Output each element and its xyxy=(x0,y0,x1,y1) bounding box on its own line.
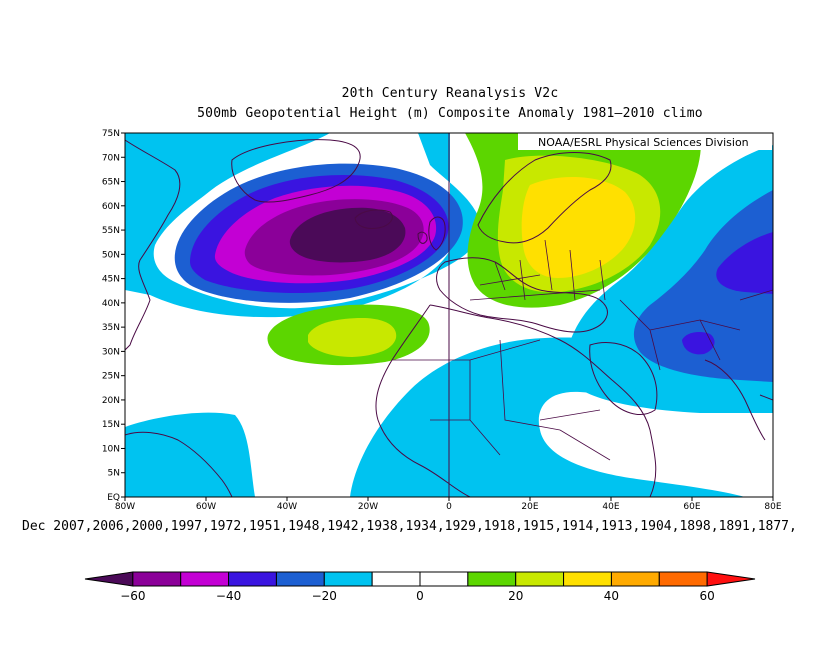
chart-subtitle: 500mb Geopotential Height (m) Composite … xyxy=(197,106,703,121)
colorbar-swatch xyxy=(275,571,325,587)
africa-coast xyxy=(375,304,657,497)
longitude-axis: 80W 60W 40W 20W 0 20E 40E 60E 80E xyxy=(115,497,782,512)
lat-tick-label: 45N xyxy=(102,275,120,285)
contour-plus-30 xyxy=(521,176,636,278)
south-america-coast xyxy=(125,431,233,497)
coastlines xyxy=(125,139,773,497)
border-lines-africa xyxy=(392,339,611,461)
lon-tick-label: 80W xyxy=(115,502,135,512)
india-coast xyxy=(704,359,773,441)
lon-tick-label: 40E xyxy=(602,502,619,512)
lon-tick-label: 60E xyxy=(683,502,700,512)
colorbar-swatch xyxy=(371,571,421,587)
lat-tick-label: 25N xyxy=(102,372,120,382)
lat-tick-label: 35N xyxy=(102,323,120,333)
contour-minus-10 xyxy=(125,133,481,318)
colorbar-swatch xyxy=(610,571,660,587)
positive-anomaly-europe xyxy=(465,133,701,308)
lon-tick-label: 40W xyxy=(277,502,297,512)
colorbar-label: 20 xyxy=(508,589,523,603)
lat-tick-label: 10N xyxy=(102,444,120,454)
contour-minus-20-east xyxy=(633,190,773,382)
colorbar-swatch xyxy=(419,571,469,587)
contour-minus-30-east-b xyxy=(682,332,715,355)
lat-tick-label: 75N xyxy=(102,129,120,139)
contour-minus-30-east-a xyxy=(716,232,773,294)
colorbar-label: 40 xyxy=(604,589,619,603)
british-isles-coast xyxy=(417,216,446,251)
credit-text: NOAA/ESRL Physical Sciences Division xyxy=(538,136,749,149)
colorbar-arrow-low xyxy=(84,571,134,587)
border-lines-europe xyxy=(469,239,606,301)
negative-anomaly-north-atlantic xyxy=(125,133,481,318)
lon-tick-label: 80E xyxy=(764,502,781,512)
lon-tick-label: 20W xyxy=(358,502,378,512)
iceland-coast xyxy=(354,209,393,229)
colorbar: −60 −40 −20 0 20 40 60 xyxy=(84,571,756,603)
latitude-axis: 75N 70N 65N 60N 55N 50N 45N 40N 35N 30N 25N 20N 15N 1… xyxy=(102,129,125,503)
lat-tick-label: 30N xyxy=(102,347,120,357)
colorbar-swatch xyxy=(515,571,565,587)
lat-tick-label: 20N xyxy=(102,396,120,406)
colorbar-label: −60 xyxy=(120,589,145,603)
composite-years-caption: Dec 2007,2006,2000,1997,1972,1951,1948,1… xyxy=(22,519,797,534)
contour-minus-60 xyxy=(289,207,406,263)
colorbar-label: −40 xyxy=(216,589,241,603)
colorbar-label: 0 xyxy=(416,589,424,603)
greenland-coast xyxy=(231,139,361,203)
contour-minus-10-tropics xyxy=(125,412,255,497)
positive-anomaly-subtropical-atlantic xyxy=(267,304,430,366)
arabia-coast xyxy=(589,342,658,415)
colorbar-arrow-high xyxy=(706,571,756,587)
north-america-coast xyxy=(125,139,181,351)
country-borders xyxy=(392,239,773,461)
colorbar-swatch xyxy=(467,571,517,587)
colorbar-swatch xyxy=(658,571,708,587)
lat-tick-label: 55N xyxy=(102,226,120,236)
lat-tick-label: 50N xyxy=(102,250,120,260)
border-lines-asia xyxy=(619,289,773,371)
lat-tick-label: 40N xyxy=(102,299,120,309)
lon-tick-label: 20E xyxy=(521,502,538,512)
lat-tick-label: 5N xyxy=(108,469,120,479)
lon-tick-label: 60W xyxy=(196,502,216,512)
colorbar-swatch xyxy=(228,571,277,587)
colorbar-swatch xyxy=(180,571,230,587)
colorbar-swatch xyxy=(323,571,373,587)
lon-tick-label: 0 xyxy=(446,502,452,512)
colorbar-swatch xyxy=(132,571,182,587)
lat-tick-label: 15N xyxy=(102,420,120,430)
contour-plus-20-sub xyxy=(308,318,397,357)
colorbar-label: 60 xyxy=(700,589,715,603)
lat-tick-label: 60N xyxy=(102,202,120,212)
lat-tick-label: 65N xyxy=(102,178,120,188)
colorbar-swatch xyxy=(563,571,612,587)
lat-tick-label: 70N xyxy=(102,153,120,163)
scandinavia-coast xyxy=(477,152,612,244)
credit-box xyxy=(518,133,772,150)
colorbar-label: −20 xyxy=(312,589,337,603)
lat-tick-label: EQ xyxy=(107,493,120,503)
chart-title: 20th Century Reanalysis V2c xyxy=(341,86,559,101)
